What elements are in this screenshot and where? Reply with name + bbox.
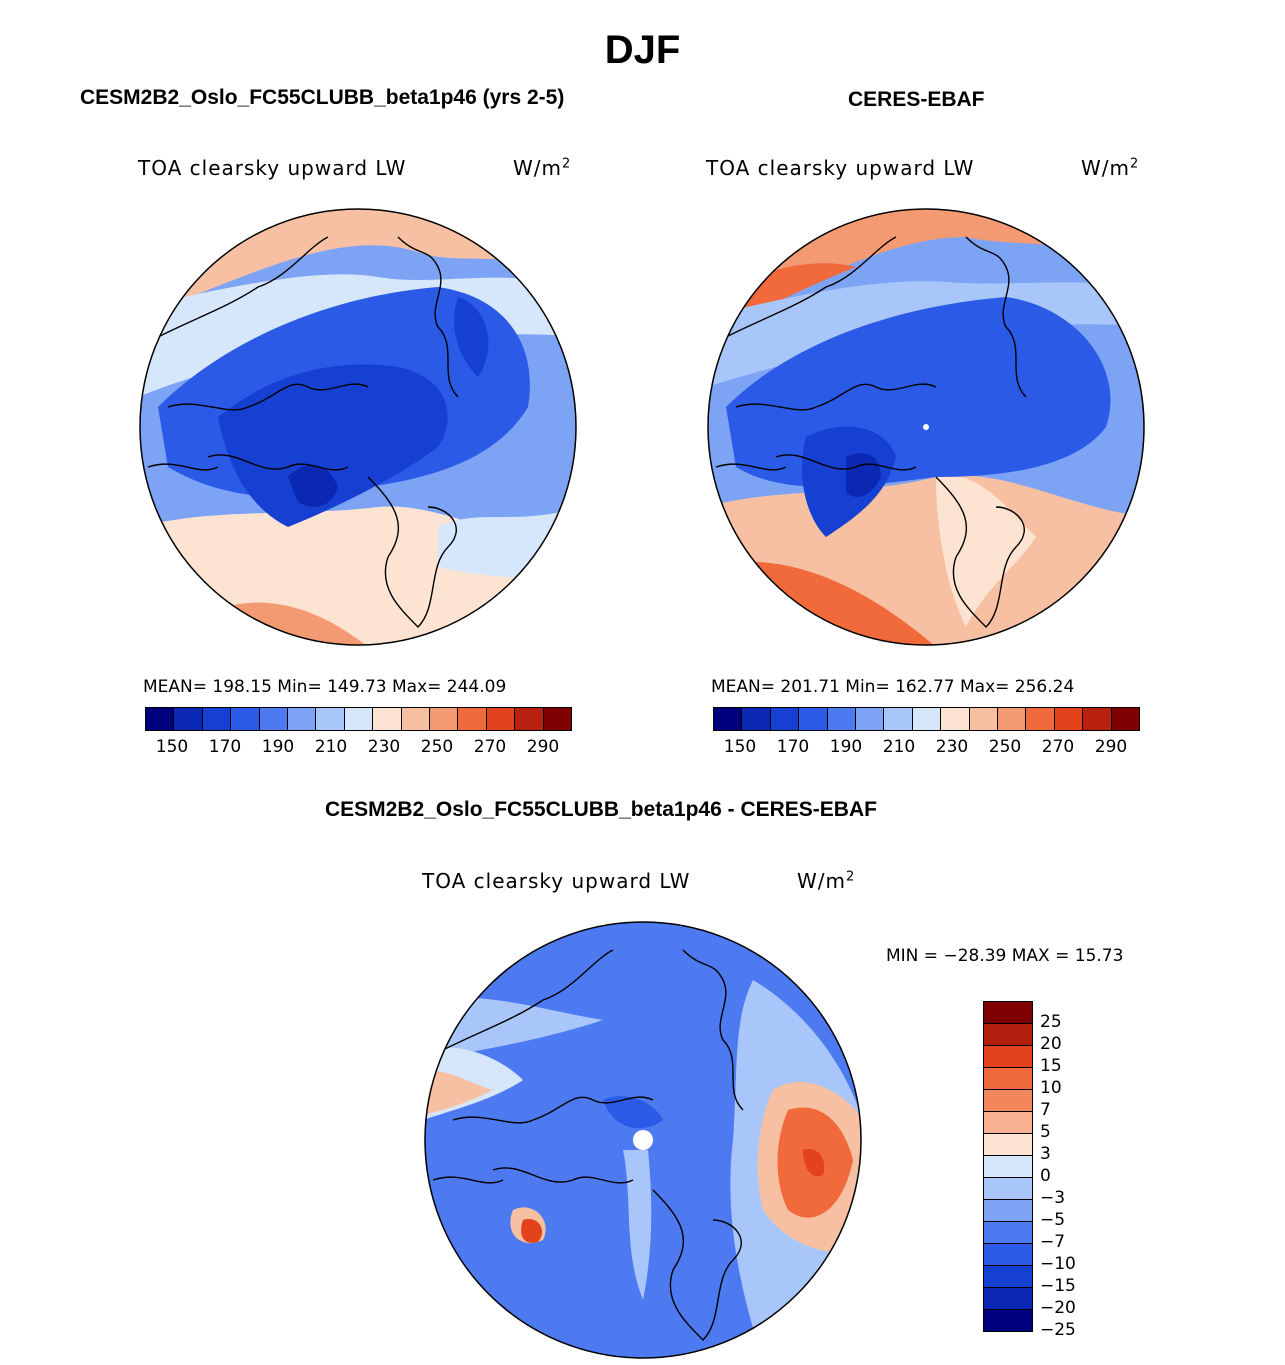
- colorbar-tick: 230: [367, 737, 401, 757]
- colorbar-swatch: [984, 1090, 1032, 1112]
- colorbar-label: 15: [1040, 1056, 1062, 1076]
- colorbar-swatch: [543, 708, 572, 730]
- colorbar-label: 25: [1040, 1012, 1062, 1032]
- colorbar-label: −5: [1040, 1210, 1066, 1230]
- colorbar-swatch: [984, 1134, 1032, 1156]
- main-title: DJF: [604, 28, 681, 72]
- colorbar-swatch: [1026, 708, 1055, 730]
- colorbar-label: −20: [1040, 1298, 1076, 1318]
- colorbar-swatch: [941, 708, 970, 730]
- colorbar-label: −3: [1040, 1188, 1066, 1208]
- obs-polar-map: [707, 208, 1145, 646]
- colorbar-swatch: [969, 708, 999, 730]
- diff-colorbar-labels: 25 20 15 10 7 5 3 0 −3 −5 −7 −10 −15 −20…: [1040, 1012, 1100, 1342]
- model-stats: MEAN= 198.15 Min= 149.73 Max= 244.09: [143, 677, 507, 697]
- colorbar-swatch: [984, 1200, 1032, 1222]
- colorbar-tick: 290: [1094, 737, 1128, 757]
- colorbar-label: −25: [1040, 1320, 1076, 1340]
- colorbar-label: 3: [1040, 1144, 1051, 1164]
- obs-colorbar-ticks: 150 170 190 210 230 250 270 290: [0, 737, 1285, 761]
- colorbar-swatch: [984, 1024, 1032, 1046]
- colorbar-swatch: [316, 708, 345, 730]
- colorbar-label: 7: [1040, 1100, 1051, 1120]
- colorbar-tick: 290: [526, 737, 560, 757]
- colorbar-swatch: [884, 708, 913, 730]
- colorbar-swatch: [984, 1266, 1032, 1288]
- colorbar-label: 5: [1040, 1122, 1051, 1142]
- colorbar-swatch: [1111, 708, 1140, 730]
- colorbar-label: −10: [1040, 1254, 1076, 1274]
- colorbar-tick: 230: [935, 737, 969, 757]
- obs-variable-label: TOA clearsky upward LW: [706, 156, 975, 180]
- colorbar-swatch: [458, 708, 487, 730]
- colorbar-swatch: [984, 1112, 1032, 1134]
- obs-panel-title: CERES-EBAF: [848, 88, 985, 111]
- obs-units-label: W/m2: [1081, 156, 1140, 180]
- colorbar-swatch: [1054, 708, 1084, 730]
- obs-stats: MEAN= 201.71 Min= 162.77 Max= 256.24: [711, 677, 1075, 697]
- colorbar-swatch: [984, 1002, 1032, 1024]
- colorbar-tick: 190: [261, 737, 295, 757]
- diff-polar-map: [424, 921, 862, 1359]
- colorbar-tick: 250: [420, 737, 454, 757]
- colorbar-swatch: [1083, 708, 1112, 730]
- colorbar-tick: 190: [829, 737, 863, 757]
- colorbar-label: 10: [1040, 1078, 1062, 1098]
- colorbar-swatch: [998, 708, 1027, 730]
- model-polar-map: [139, 208, 577, 646]
- colorbar-label: 20: [1040, 1034, 1062, 1054]
- colorbar-swatch: [430, 708, 459, 730]
- colorbar-swatch: [146, 708, 175, 730]
- colorbar-swatch: [174, 708, 203, 730]
- colorbar-tick: 210: [314, 737, 348, 757]
- colorbar-tick: 150: [723, 737, 757, 757]
- colorbar-tick: 170: [208, 737, 242, 757]
- diff-units-label: W/m2: [797, 869, 856, 893]
- diff-stats: MIN = −28.39 MAX = 15.73: [886, 946, 1124, 966]
- colorbar-swatch: [984, 1244, 1032, 1266]
- colorbar-swatch: [984, 1046, 1032, 1068]
- colorbar-swatch: [984, 1222, 1032, 1244]
- model-panel-title: CESM2B2_Oslo_FC55CLUBB_beta1p46 (yrs 2-5…: [80, 86, 565, 109]
- diff-variable-label: TOA clearsky upward LW: [422, 869, 691, 893]
- model-colorbar: [145, 707, 572, 731]
- colorbar-swatch: [373, 708, 402, 730]
- model-colorbar-ticks: 150 170 190 210 230 250 270 290: [0, 737, 1285, 761]
- colorbar-swatch: [912, 708, 942, 730]
- model-units-label: W/m2: [513, 156, 572, 180]
- diff-panel-title: CESM2B2_Oslo_FC55CLUBB_beta1p46 - CERES-…: [325, 798, 877, 821]
- colorbar-tick: 270: [473, 737, 507, 757]
- colorbar-swatch: [288, 708, 317, 730]
- colorbar-swatch: [231, 708, 260, 730]
- colorbar-swatch: [344, 708, 374, 730]
- colorbar-swatch: [259, 708, 289, 730]
- colorbar-tick: 250: [988, 737, 1022, 757]
- model-variable-label: TOA clearsky upward LW: [138, 156, 407, 180]
- obs-colorbar: [713, 707, 1140, 731]
- colorbar-swatch: [742, 708, 771, 730]
- colorbar-swatch: [856, 708, 885, 730]
- colorbar-swatch: [770, 708, 800, 730]
- colorbar-swatch: [984, 1156, 1032, 1178]
- colorbar-swatch: [401, 708, 431, 730]
- colorbar-swatch: [984, 1288, 1032, 1310]
- colorbar-swatch: [984, 1310, 1032, 1331]
- colorbar-label: −7: [1040, 1232, 1066, 1252]
- colorbar-swatch: [827, 708, 857, 730]
- colorbar-swatch: [515, 708, 544, 730]
- colorbar-tick: 150: [155, 737, 189, 757]
- colorbar-tick: 270: [1041, 737, 1075, 757]
- colorbar-swatch: [714, 708, 743, 730]
- colorbar-swatch: [984, 1068, 1032, 1090]
- colorbar-tick: 210: [882, 737, 916, 757]
- colorbar-tick: 170: [776, 737, 810, 757]
- colorbar-swatch: [799, 708, 828, 730]
- colorbar-label: 0: [1040, 1166, 1051, 1186]
- colorbar-swatch: [202, 708, 232, 730]
- diff-colorbar: [983, 1001, 1033, 1332]
- colorbar-swatch: [984, 1178, 1032, 1200]
- colorbar-label: −15: [1040, 1276, 1076, 1296]
- colorbar-swatch: [486, 708, 516, 730]
